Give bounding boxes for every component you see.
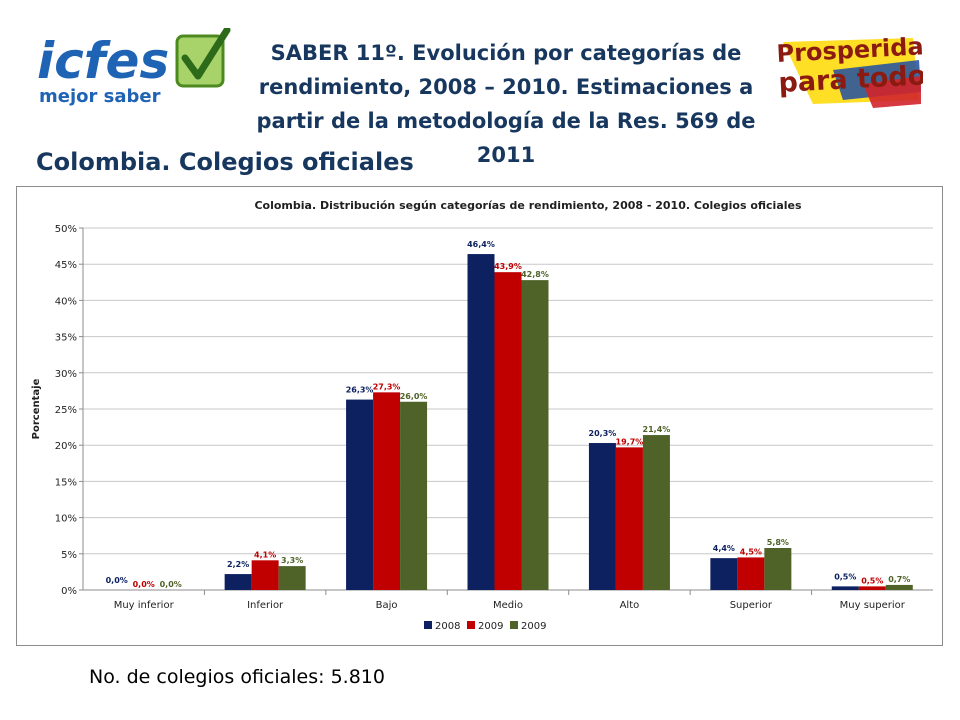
bar-2009-muy-superior [858, 586, 886, 590]
y-tick-label: 30% [55, 369, 77, 380]
bar-2009-alto [615, 447, 643, 590]
y-tick-label: 0% [61, 586, 77, 597]
y-tick-label: 35% [55, 333, 77, 344]
bar-2009-medio [521, 280, 549, 590]
legend-swatch [510, 621, 518, 629]
y-axis-title: Porcentaje [31, 378, 42, 439]
x-tick-label: Muy inferior [114, 600, 175, 611]
legend-swatch [424, 621, 432, 629]
data-label: 0,5% [861, 576, 883, 585]
data-label: 3,3% [281, 556, 303, 565]
bar-2009-superior [737, 557, 765, 590]
page-subtitle: Colombia. Colegios oficiales [36, 148, 414, 176]
y-tick-label: 10% [55, 514, 77, 525]
legend-label: 2009 [521, 621, 546, 632]
y-tick-label: 15% [55, 477, 77, 488]
checkmark-icon [181, 28, 231, 80]
bar-2009-muy-superior [885, 584, 913, 590]
y-tick-label: 50% [55, 224, 77, 235]
prosperidad-logo: Prosperidad para todos [776, 31, 923, 108]
bar-2008-bajo [346, 399, 374, 590]
bar-2009-superior [764, 548, 792, 590]
x-tick-label: Superior [730, 600, 773, 611]
bar-2009-medio [494, 272, 522, 590]
data-label: 5,8% [767, 538, 789, 547]
y-tick-label: 40% [55, 296, 77, 307]
bar-2009-inferior [251, 560, 279, 590]
data-label: 43,9% [494, 262, 522, 271]
bar-2008-muy-superior [831, 586, 859, 590]
icfes-logo: icfes mejor saber [37, 28, 231, 107]
data-label: 26,3% [346, 386, 374, 395]
data-label: 46,4% [467, 240, 495, 249]
legend-swatch [467, 621, 475, 629]
icfes-logo-tagline: mejor saber [39, 86, 161, 107]
data-label: 26,0% [400, 392, 428, 401]
x-tick-label: Muy superior [840, 600, 906, 611]
data-label: 0,5% [834, 572, 856, 581]
chart-container: Colombia. Distribución según categorías … [16, 186, 943, 646]
data-label: 42,8% [521, 270, 549, 279]
data-label: 4,4% [713, 544, 735, 553]
bar-2009-alto [642, 435, 670, 590]
bar-2009-inferior [278, 566, 306, 590]
data-label: 0,0% [106, 576, 128, 585]
chart-title: Colombia. Distribución según categorías … [254, 199, 802, 212]
data-label: 4,1% [254, 550, 276, 559]
data-label: 4,5% [740, 547, 762, 556]
prosperidad-logo-line2: para todos [778, 59, 923, 99]
data-label: 0,0% [160, 580, 182, 589]
data-label: 21,4% [643, 425, 671, 434]
bar-2008-inferior [224, 574, 252, 590]
y-tick-label: 5% [61, 550, 77, 561]
bar-2008-medio [467, 254, 495, 590]
bar-chart: Colombia. Distribución según categorías … [31, 199, 933, 632]
bar-2008-alto [588, 443, 616, 590]
x-tick-label: Medio [493, 600, 523, 611]
bar-2009-bajo [373, 392, 401, 590]
x-tick-label: Bajo [376, 600, 398, 611]
school-count-note: No. de colegios oficiales: 5.810 [89, 666, 385, 688]
icfes-logo-word: icfes [37, 32, 169, 90]
data-label: 0,7% [888, 575, 910, 584]
data-label: 19,7% [616, 437, 644, 446]
data-label: 27,3% [373, 382, 401, 391]
data-label: 20,3% [589, 429, 617, 438]
page-title: SABER 11º. Evolución por categorías de r… [256, 41, 756, 167]
legend-label: 2008 [435, 621, 460, 632]
x-tick-label: Inferior [247, 600, 284, 611]
data-label: 0,0% [133, 580, 155, 589]
x-tick-label: Alto [620, 600, 640, 611]
y-tick-label: 25% [55, 405, 77, 416]
bar-2009-bajo [400, 401, 428, 590]
y-tick-label: 45% [55, 260, 77, 271]
data-label: 2,2% [227, 560, 249, 569]
bar-2008-superior [710, 558, 738, 590]
legend-label: 2009 [478, 621, 503, 632]
y-tick-label: 20% [55, 441, 77, 452]
